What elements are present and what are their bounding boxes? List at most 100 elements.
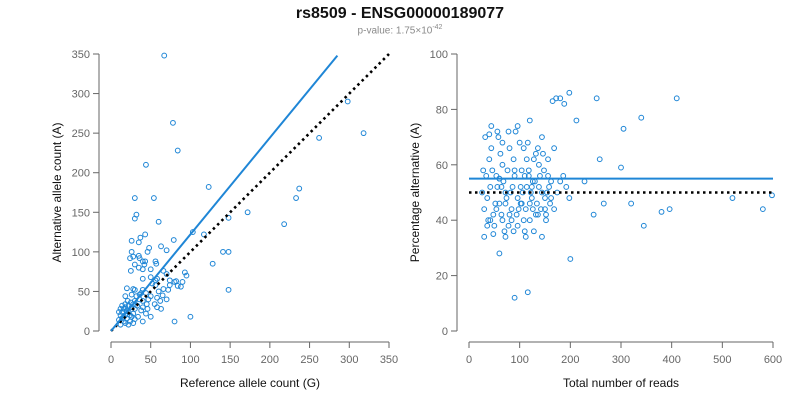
data-point (130, 310, 137, 317)
data-point (170, 119, 176, 126)
chart-subtitle: p-value: 1.75×10-42 (0, 24, 800, 36)
data-point (481, 206, 488, 213)
data-point (125, 321, 132, 328)
data-point (538, 206, 544, 213)
y-tick-label: 100 (72, 247, 90, 259)
data-point (131, 215, 138, 222)
data-point (147, 274, 154, 281)
data-point (481, 233, 488, 240)
x-tick-label: 100 (510, 354, 528, 366)
data-point (514, 123, 521, 129)
data-point (487, 184, 494, 190)
x-tick-label: 0 (108, 354, 114, 366)
data-point (512, 128, 519, 135)
data-point (116, 309, 122, 315)
data-point (498, 211, 505, 218)
data-point (545, 172, 551, 179)
data-point (532, 150, 539, 157)
data-point (498, 184, 505, 190)
data-point (514, 195, 521, 201)
data-point (541, 167, 547, 174)
data-point (494, 128, 501, 135)
data-point (181, 269, 188, 276)
y-tick-label: 0 (84, 326, 90, 338)
data-point (499, 139, 506, 146)
data-point (527, 189, 534, 196)
data-point (673, 95, 680, 102)
y-tick-label: 100 (430, 49, 448, 61)
data-point (189, 229, 196, 235)
data-point (131, 261, 138, 268)
data-point (658, 208, 665, 215)
data-point (166, 282, 173, 288)
data-point (638, 114, 645, 121)
y-tick-label: 50 (78, 286, 90, 298)
data-point (551, 206, 558, 213)
data-point (142, 258, 149, 265)
data-point (666, 206, 673, 213)
data-point (505, 222, 512, 229)
x-tick-label: 200 (561, 354, 579, 366)
data-point (532, 211, 539, 218)
x-tick-label: 600 (764, 354, 782, 366)
data-point (144, 248, 151, 255)
data-point (529, 206, 536, 213)
data-point (557, 178, 564, 185)
data-point (542, 195, 548, 201)
data-point (491, 222, 498, 229)
data-point (296, 185, 303, 192)
data-point (131, 286, 138, 293)
data-point (493, 172, 500, 179)
data-point (244, 209, 251, 216)
data-point (495, 134, 502, 141)
data-point (542, 206, 548, 213)
data-point (482, 134, 489, 141)
data-point (520, 145, 527, 152)
x-tick-label: 500 (713, 354, 731, 366)
data-point (158, 243, 164, 250)
data-point (128, 237, 135, 244)
data-point (640, 222, 647, 229)
data-point (187, 313, 194, 320)
data-point (225, 248, 232, 255)
data-point (561, 100, 568, 107)
data-point (143, 310, 149, 317)
data-point (158, 305, 164, 312)
data-point (493, 206, 500, 213)
data-point (144, 305, 151, 312)
data-point (543, 217, 549, 224)
data-point (154, 294, 160, 301)
data-point (130, 253, 137, 260)
data-point (171, 279, 178, 285)
data-point (548, 178, 554, 185)
x-tick-label: 300 (612, 354, 630, 366)
data-point (547, 200, 553, 207)
data-point (209, 260, 216, 267)
data-point (518, 200, 525, 207)
y-tick-label: 0 (442, 326, 448, 338)
data-point (159, 292, 166, 299)
data-point (513, 211, 520, 218)
data-point (524, 289, 531, 296)
x-tick-label: 300 (340, 354, 358, 366)
data-point (590, 211, 597, 218)
y-tick-label: 80 (436, 104, 448, 116)
data-point (484, 195, 491, 201)
data-point (511, 172, 518, 179)
data-point (163, 271, 170, 277)
y-tick-label: 250 (72, 128, 90, 140)
data-point (510, 156, 517, 163)
data-point (551, 145, 558, 152)
data-point (501, 228, 508, 235)
data-point (488, 145, 495, 152)
data-point (505, 128, 512, 135)
data-point (137, 234, 144, 241)
y-tick-label: 200 (72, 168, 90, 180)
data-point (163, 247, 170, 254)
data-point (480, 167, 487, 174)
data-point (170, 237, 177, 243)
data-point (729, 195, 736, 201)
data-point (147, 266, 154, 273)
x-tick-label: 200 (261, 354, 279, 366)
